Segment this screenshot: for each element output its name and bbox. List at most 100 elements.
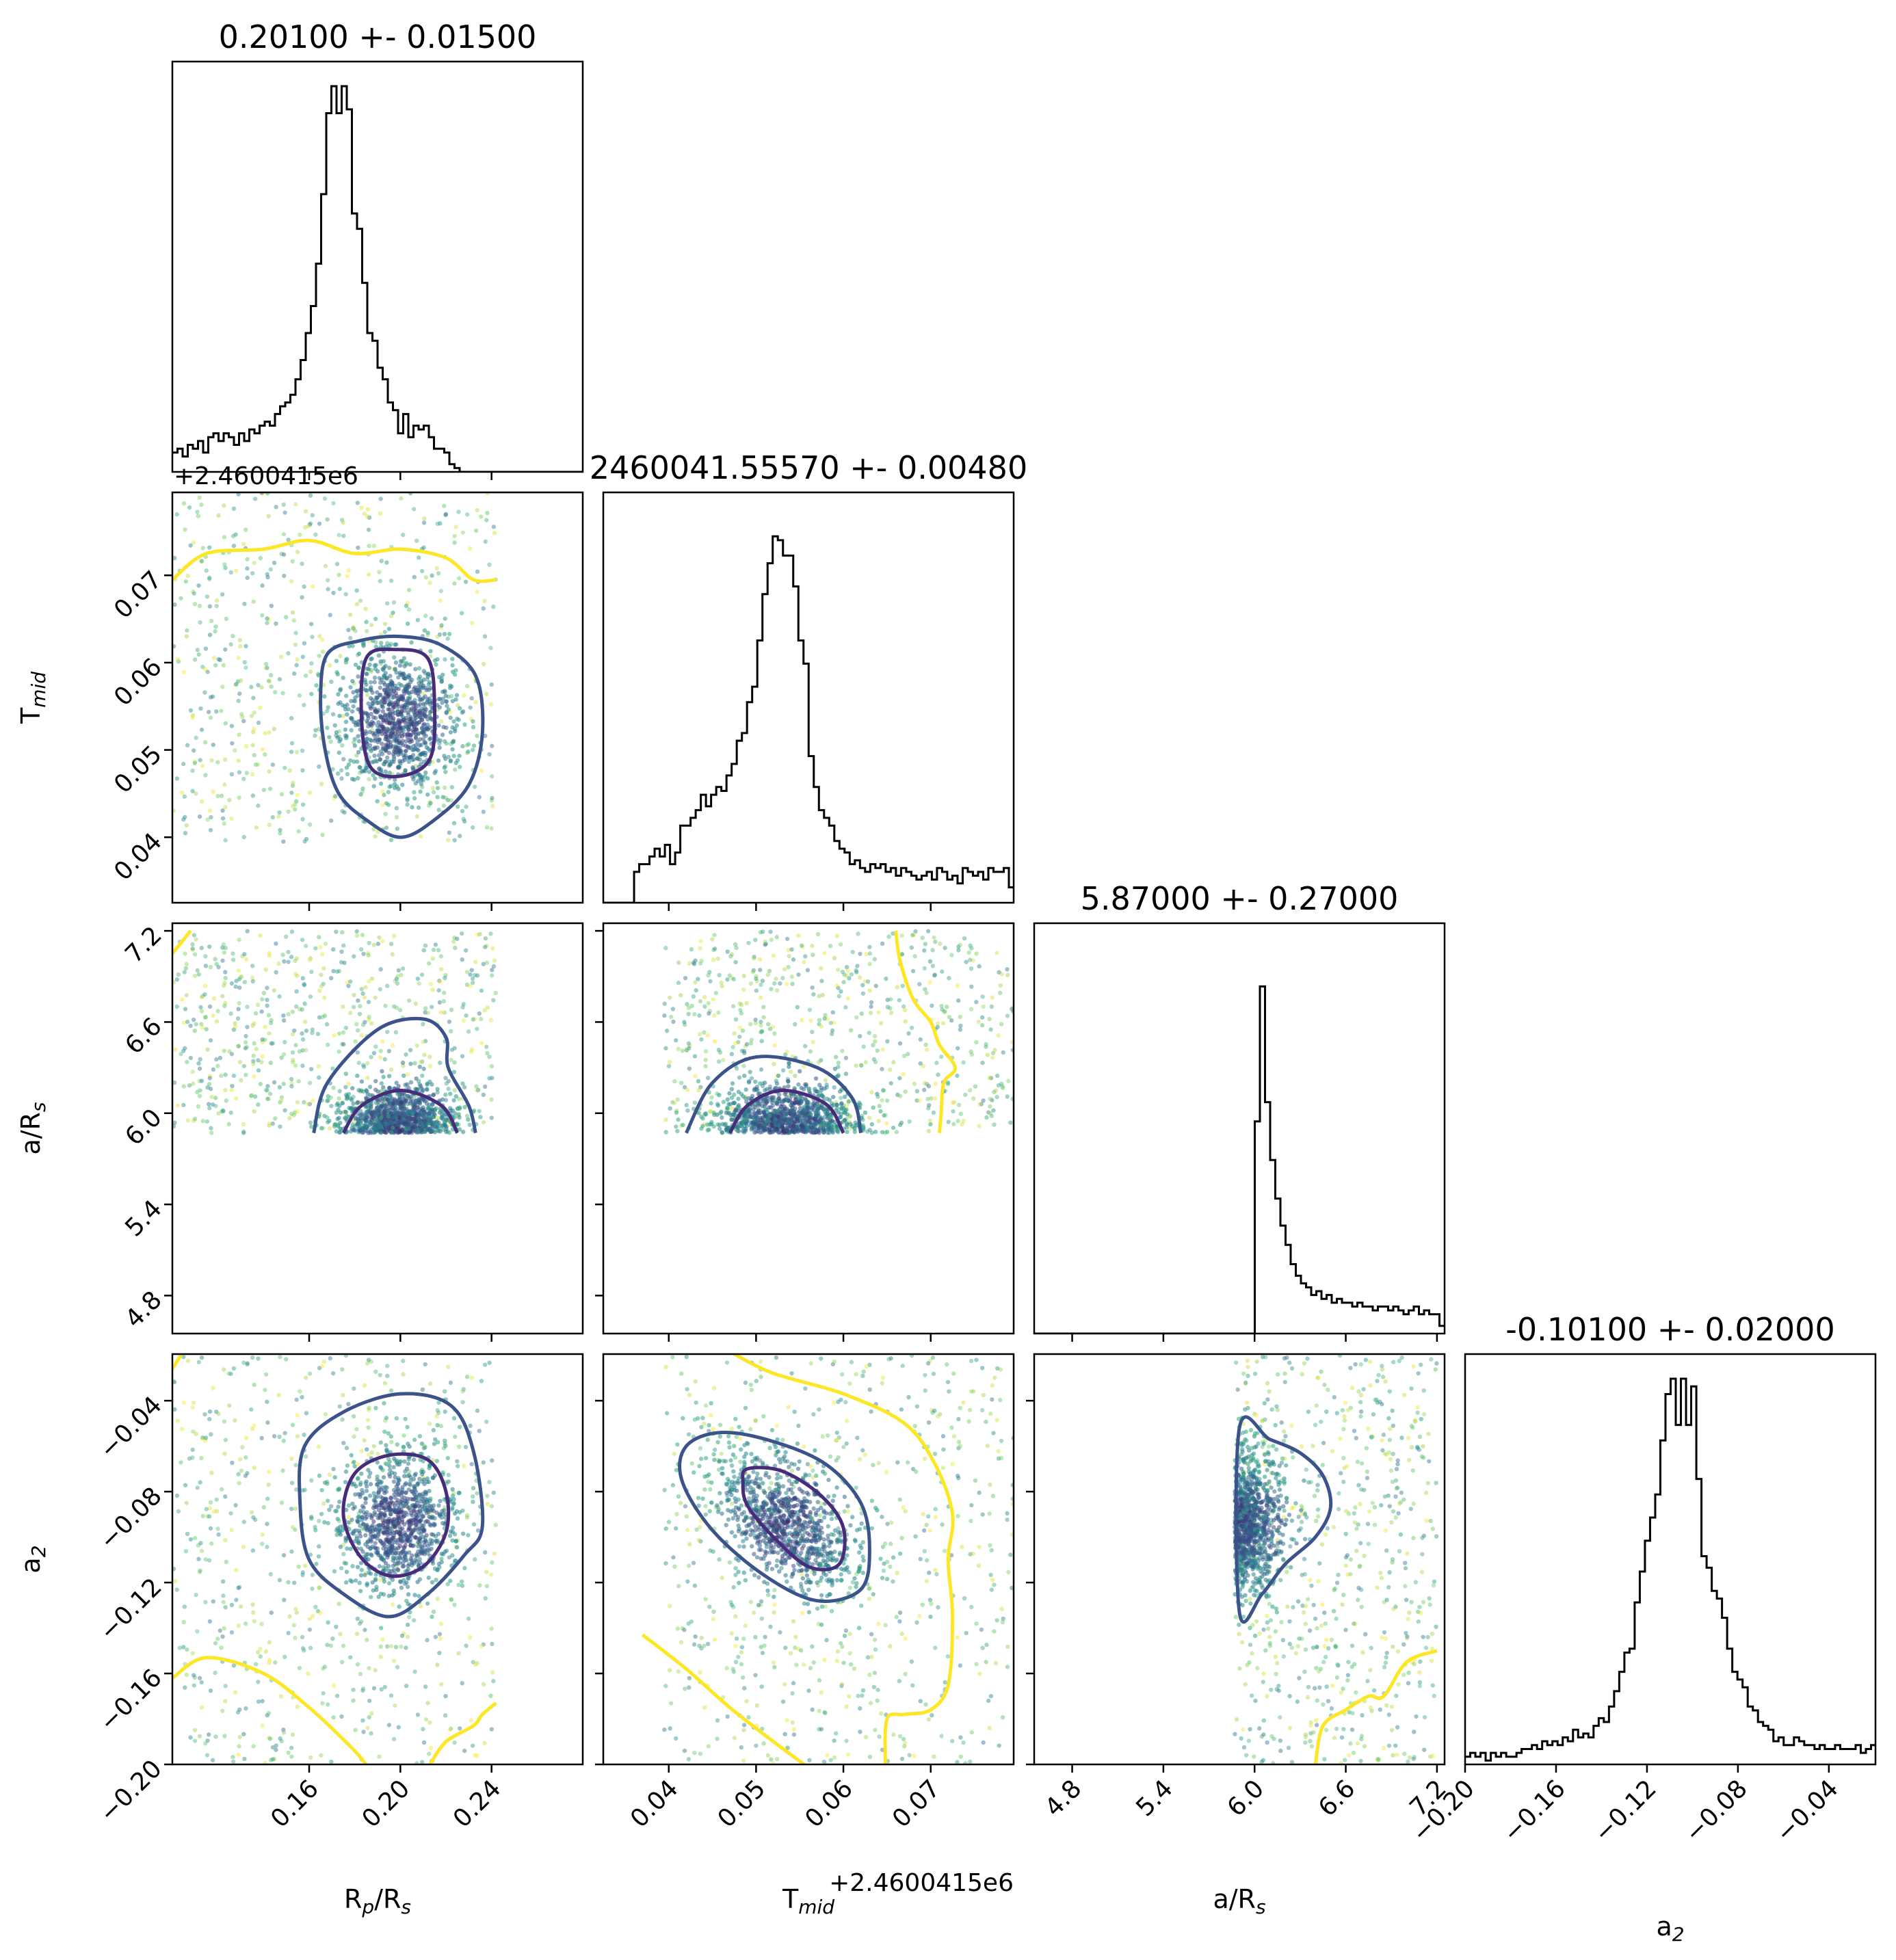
scatter-point bbox=[175, 657, 180, 662]
scatter-point bbox=[359, 947, 364, 952]
scatter-point bbox=[406, 683, 411, 687]
scatter-point bbox=[675, 1128, 680, 1134]
scatter-point bbox=[413, 736, 419, 741]
scatter-point bbox=[319, 952, 325, 957]
scatter-point bbox=[765, 1110, 770, 1115]
scatter-point bbox=[363, 607, 368, 611]
scatter-point bbox=[736, 1039, 741, 1044]
scatter-point bbox=[705, 1076, 711, 1081]
scatter-point bbox=[872, 1033, 878, 1039]
scatter-point bbox=[369, 719, 375, 724]
scatter-point bbox=[365, 693, 370, 698]
scatter-point bbox=[389, 700, 394, 705]
scatter-point bbox=[788, 1069, 793, 1074]
scatter-point bbox=[858, 1102, 863, 1107]
scatter-point bbox=[933, 939, 938, 944]
scatter-point bbox=[415, 618, 421, 622]
scatter-point bbox=[317, 935, 321, 940]
scatter-point bbox=[172, 1080, 177, 1085]
scatter-point bbox=[300, 976, 305, 981]
scatter-point bbox=[313, 532, 318, 537]
scatter-point bbox=[303, 673, 308, 678]
scatter-point bbox=[234, 1096, 239, 1101]
scatter-point bbox=[366, 667, 371, 672]
scatter-point bbox=[482, 598, 487, 603]
scatter-point bbox=[199, 559, 204, 564]
scatter-point bbox=[423, 1006, 428, 1011]
scatter-point bbox=[376, 941, 381, 946]
scatter-point bbox=[233, 532, 238, 537]
scatter-point bbox=[805, 1125, 811, 1130]
scatter-point bbox=[767, 1027, 773, 1031]
scatter-point bbox=[451, 939, 456, 944]
scatter-point bbox=[198, 620, 202, 625]
scatter-point bbox=[404, 1052, 408, 1057]
scatter-point bbox=[334, 1110, 339, 1115]
scatter-point bbox=[834, 1102, 839, 1107]
scatter-point bbox=[857, 1033, 863, 1039]
scatter-point bbox=[252, 1074, 256, 1078]
scatter-point bbox=[680, 1048, 685, 1053]
scatter-point bbox=[279, 1095, 285, 1100]
scatter-point bbox=[817, 1130, 821, 1135]
scatter-point bbox=[917, 1098, 922, 1103]
scatter-point bbox=[799, 1085, 804, 1091]
scatter-point bbox=[438, 979, 443, 985]
scatter-point bbox=[342, 810, 347, 815]
scatter-point bbox=[244, 1044, 249, 1050]
scatter-point bbox=[391, 600, 397, 605]
scatter-point bbox=[453, 767, 458, 772]
scatter-point bbox=[223, 647, 228, 652]
scatter-point bbox=[472, 972, 477, 978]
scatter-point bbox=[306, 524, 311, 529]
scatter-point bbox=[197, 495, 202, 500]
scatter-point bbox=[685, 1087, 690, 1093]
scatter-point bbox=[343, 693, 349, 698]
scatter-point bbox=[912, 932, 917, 938]
scatter-point bbox=[378, 511, 383, 516]
scatter-point bbox=[1000, 1085, 1005, 1090]
scatter-point bbox=[461, 1018, 466, 1023]
scatter-point bbox=[453, 945, 458, 951]
scatter-point bbox=[238, 975, 243, 980]
scatter-point bbox=[221, 1109, 226, 1114]
scatter-point bbox=[327, 1126, 332, 1131]
scatter-point bbox=[885, 997, 890, 1003]
scatter-point bbox=[243, 1072, 248, 1077]
scatter-point bbox=[393, 979, 397, 983]
scatter-point bbox=[466, 741, 471, 747]
scatter-point bbox=[341, 713, 345, 719]
scatter-point bbox=[686, 1041, 692, 1046]
scatter-point bbox=[822, 951, 827, 955]
scatter-point bbox=[988, 1076, 994, 1081]
scatter-point bbox=[329, 976, 334, 981]
scatter-point bbox=[417, 555, 421, 560]
scatter-point bbox=[716, 1010, 721, 1015]
scatter-point bbox=[341, 1030, 346, 1035]
scatter-point bbox=[845, 996, 850, 1001]
scatter-point bbox=[356, 1121, 360, 1126]
scatter-point bbox=[245, 1024, 250, 1029]
scatter-point bbox=[780, 1068, 786, 1073]
scatter-point bbox=[412, 1119, 418, 1124]
scatter-point bbox=[440, 1123, 445, 1128]
scatter-point bbox=[237, 732, 241, 737]
scatter-point bbox=[875, 1091, 880, 1096]
scatter-point bbox=[263, 661, 269, 667]
scatter-point bbox=[456, 1112, 461, 1117]
scatter-point bbox=[296, 1078, 301, 1084]
scatter-point bbox=[839, 1096, 843, 1100]
scatter-point bbox=[774, 1120, 779, 1126]
scatter-point bbox=[192, 591, 196, 596]
scatter-point bbox=[348, 1010, 353, 1016]
scatter-point bbox=[265, 665, 269, 670]
scatter-point bbox=[958, 942, 963, 947]
scatter-point bbox=[922, 948, 927, 953]
scatter-point bbox=[489, 826, 494, 831]
scatter-point bbox=[281, 1018, 287, 1023]
scatter-point bbox=[182, 970, 187, 975]
scatter-point bbox=[925, 929, 931, 933]
scatter-point bbox=[871, 1105, 875, 1110]
scatter-point bbox=[826, 1108, 830, 1113]
histogram-rp bbox=[172, 85, 583, 472]
